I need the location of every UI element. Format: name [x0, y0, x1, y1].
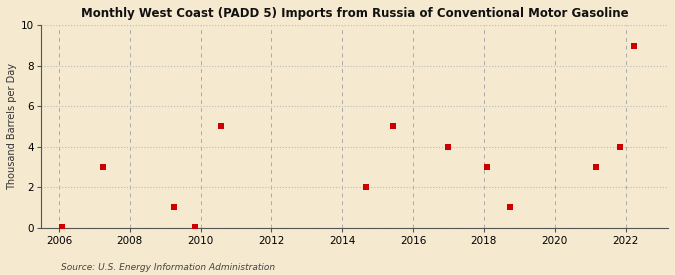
Point [189, 224, 200, 229]
Point [591, 165, 601, 169]
Title: Monthly West Coast (PADD 5) Imports from Russia of Conventional Motor Gasoline: Monthly West Coast (PADD 5) Imports from… [81, 7, 628, 20]
Point [443, 145, 454, 149]
Point [629, 43, 640, 48]
Point [481, 165, 492, 169]
Point [360, 185, 371, 189]
Text: Source: U.S. Energy Information Administration: Source: U.S. Energy Information Administ… [61, 263, 275, 272]
Point [216, 124, 227, 129]
Point [505, 205, 516, 210]
Point [169, 205, 180, 210]
Y-axis label: Thousand Barrels per Day: Thousand Barrels per Day [7, 63, 17, 190]
Point [56, 224, 67, 229]
Point [614, 145, 625, 149]
Point [387, 124, 398, 129]
Point [98, 165, 109, 169]
